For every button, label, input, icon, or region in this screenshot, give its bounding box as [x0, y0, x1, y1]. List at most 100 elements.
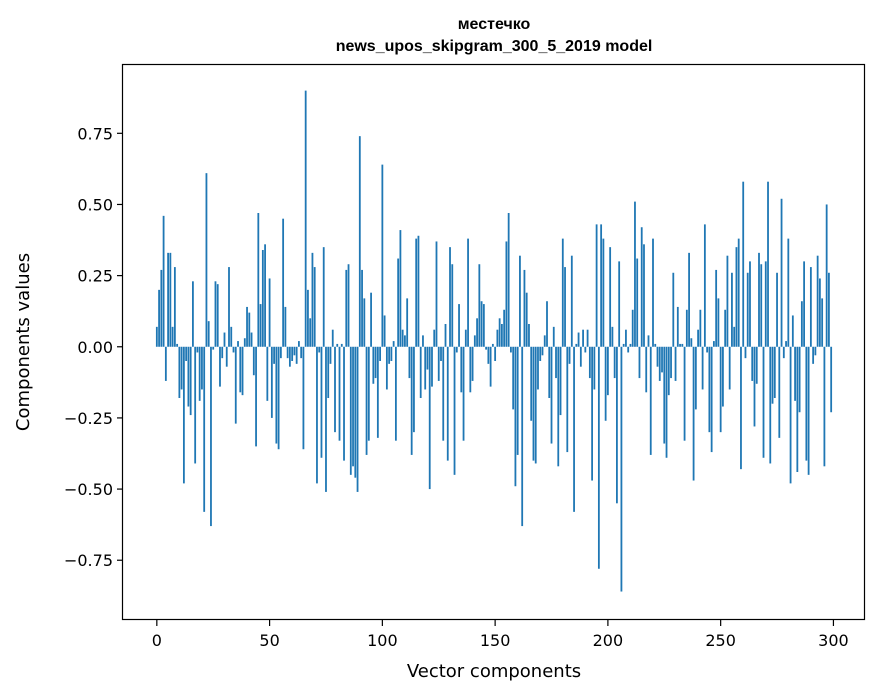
bar [550, 346, 553, 444]
bar [216, 284, 219, 347]
bar [307, 289, 309, 347]
bar [744, 346, 747, 359]
bar [726, 255, 729, 347]
bar [591, 346, 593, 481]
y-axis-ticks: −0.75 −0.50 −0.25 0.00 0.25 0.50 0.75 [64, 124, 123, 570]
bar [162, 215, 165, 347]
bar [171, 326, 174, 347]
bar [169, 252, 172, 347]
bar [476, 318, 478, 347]
bar [500, 324, 503, 347]
bar [595, 224, 598, 347]
bar [185, 346, 188, 361]
bar [469, 346, 472, 393]
bar [257, 213, 260, 347]
bar [649, 346, 652, 455]
bar [731, 272, 733, 347]
bar [482, 304, 485, 347]
bar [555, 346, 557, 379]
y-tick-label: 0.00 [77, 338, 113, 357]
bar [201, 346, 203, 390]
bar [767, 181, 769, 347]
bar [160, 269, 163, 347]
bar [814, 346, 817, 356]
x-tick-label: 250 [705, 631, 736, 650]
bar [552, 326, 555, 347]
bar [525, 292, 528, 347]
bar [548, 346, 551, 398]
bar [320, 346, 323, 458]
bar [699, 309, 702, 347]
bar [270, 346, 273, 418]
bar [582, 329, 584, 347]
bar [282, 218, 285, 347]
bar [298, 341, 300, 347]
bar [345, 269, 348, 347]
bar [557, 346, 560, 467]
bar-series [155, 90, 833, 592]
bar [203, 346, 206, 512]
bar [489, 346, 492, 387]
bar [304, 90, 307, 347]
bar [782, 346, 785, 359]
bar [426, 346, 429, 370]
bar [803, 261, 805, 347]
bar [336, 343, 339, 347]
bar [652, 238, 654, 347]
bar [507, 213, 510, 347]
bar [755, 346, 758, 384]
bar [631, 309, 634, 347]
bar [385, 346, 388, 390]
bar [573, 346, 575, 512]
bar [742, 181, 745, 347]
bar [388, 346, 391, 364]
bar [182, 346, 185, 484]
bar [616, 346, 618, 504]
bar [349, 346, 352, 475]
bar [428, 346, 431, 490]
bar [343, 346, 345, 461]
bar [234, 346, 237, 424]
bar [645, 346, 648, 393]
bar [710, 346, 713, 453]
bar [311, 252, 314, 347]
bar [196, 346, 199, 353]
bar [176, 343, 179, 347]
bar [437, 346, 440, 381]
bar [676, 306, 679, 347]
bar [243, 338, 246, 347]
bar [753, 346, 756, 427]
bar [618, 261, 621, 347]
bar [658, 346, 661, 381]
bar [629, 343, 632, 347]
bar [408, 346, 411, 379]
bar [379, 346, 381, 361]
bar [828, 272, 830, 347]
bar [406, 298, 409, 347]
bar [417, 235, 420, 347]
bar [444, 324, 447, 347]
bar [331, 329, 334, 347]
chart-title: местечко [458, 16, 531, 33]
bar [577, 332, 580, 347]
bar [415, 238, 418, 347]
bar [776, 272, 778, 347]
bar [485, 346, 487, 350]
bar [246, 306, 248, 347]
bar [764, 261, 767, 347]
bar [478, 264, 481, 347]
bar [503, 309, 506, 347]
bar [663, 346, 666, 444]
bar [422, 335, 424, 347]
bar [214, 281, 217, 347]
bar [189, 346, 192, 416]
bar [496, 329, 499, 347]
bar [446, 346, 449, 461]
bar [706, 346, 709, 353]
bar [534, 346, 537, 464]
bar [356, 346, 359, 492]
bar [679, 343, 681, 347]
bar [223, 332, 226, 347]
bar [717, 298, 720, 347]
bar [383, 315, 386, 347]
